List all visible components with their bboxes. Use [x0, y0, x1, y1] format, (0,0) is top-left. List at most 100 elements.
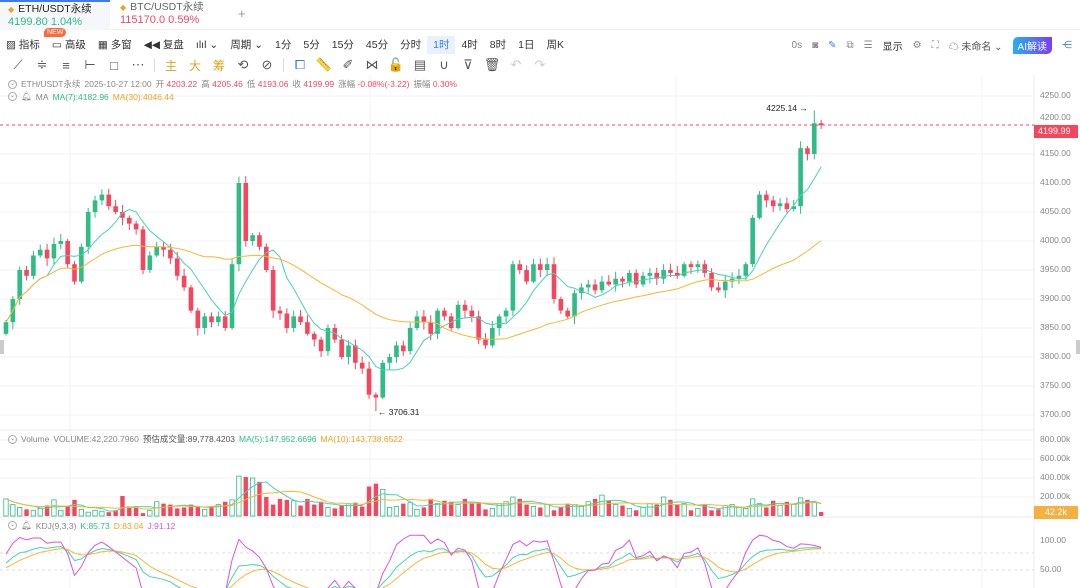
candle-up [544, 264, 550, 270]
interval-4h[interactable]: 4时 [461, 39, 478, 51]
candle-up [572, 293, 577, 317]
new-badge: NEW [44, 28, 67, 37]
fullscreen-icon[interactable]: ⛶ [931, 39, 939, 51]
interval-1w[interactable]: 周K [546, 39, 564, 51]
period-dropdown[interactable]: 周期 ⌄ [224, 36, 269, 54]
indicators-button[interactable]: ▨ 指标 [0, 36, 46, 54]
price-tick: 4000.00 [1040, 235, 1071, 245]
kdj-tick: 50.00 [1040, 564, 1062, 574]
chart-type-dropdown[interactable]: ılıl ⌄ [190, 36, 224, 54]
brush-icon[interactable]: ✐ [342, 57, 354, 72]
volume-ma10: MA(10):143,738.6522 [320, 434, 403, 444]
interval-1d[interactable]: 1日 [518, 39, 535, 51]
volume-bar [428, 498, 433, 516]
large-order-button[interactable]: 大 [188, 58, 201, 73]
settings-icon[interactable]: ⚙ [912, 39, 922, 51]
horizontal-lines-icon[interactable]: ≡ [62, 57, 70, 73]
volume-bar [620, 505, 625, 516]
share-icon[interactable]: ⋲ [1062, 39, 1072, 51]
price-tick: 3800.00 [1040, 351, 1071, 361]
sync-icon[interactable]: ⟲ [237, 57, 249, 72]
tab-eth[interactable]: ◆ ETH/USDT永续 4199.80 1.04% [0, 0, 110, 30]
window-icon[interactable]: ⧉ [846, 39, 854, 51]
list-icon[interactable]: ☰ [863, 39, 873, 51]
candle-down [401, 345, 406, 352]
volume-bar [407, 502, 413, 517]
volume-bar [133, 507, 139, 516]
interval-timeline[interactable]: 分时 [400, 39, 422, 51]
volume-ma10-line [5, 490, 822, 510]
candle-down [421, 316, 427, 323]
magnet-hook-icon[interactable]: ∪ [439, 57, 449, 72]
ma-legend: ⌄ 🔔︎ MA MA(7):4182.96 MA(30):4046.44 [8, 91, 174, 102]
volume-bar [99, 510, 105, 517]
volume-bar [421, 507, 427, 516]
redo-icon[interactable]: ↷ [534, 57, 546, 72]
parallel-lines-icon[interactable]: ≑ [36, 57, 48, 72]
amplitude-label: 振幅 [413, 79, 431, 89]
candle-up [346, 345, 351, 357]
candle-up [99, 194, 105, 201]
bell-icon[interactable]: 🔔︎ [21, 520, 32, 530]
interval-1m[interactable]: 1分 [275, 39, 292, 51]
right-scroll-handle[interactable] [1076, 340, 1080, 354]
rectangle-icon[interactable]: □ [110, 57, 118, 73]
pencil-icon[interactable]: ✎ [828, 39, 837, 51]
volume-bar [578, 506, 585, 517]
candle-up [722, 281, 728, 291]
volume-bar [592, 498, 598, 516]
pattern-icon[interactable]: ⋈ [365, 57, 379, 72]
magnet-icon[interactable]: ⊘ [261, 57, 273, 72]
volume-bar [188, 504, 194, 516]
trash-icon[interactable]: 🗑 [483, 57, 501, 72]
replay-button[interactable]: ◀◀ 复盘 [138, 36, 190, 54]
collapse-icon[interactable]: ⌄ [8, 92, 17, 101]
ai-analysis-button[interactable]: AI解读 [1012, 36, 1052, 54]
collapse-icon[interactable]: ⌄ [8, 434, 17, 444]
collapse-icon[interactable]: ⌄ [8, 521, 17, 530]
add-tab-button[interactable]: + [238, 6, 246, 21]
tab-btc[interactable]: ◆ BTC/USDT永续 115170.0 0.59% [112, 0, 212, 30]
volume-bar [771, 500, 776, 516]
candle-up [681, 264, 687, 276]
layout-dropdown[interactable]: ☁ 未命名 ⌄ [948, 41, 1003, 53]
chip-button[interactable]: 筹 [212, 58, 225, 73]
interval-15m[interactable]: 15分 [331, 39, 354, 51]
volume-bar [312, 504, 317, 516]
main-indicator-button[interactable]: 主 [164, 58, 177, 73]
candle-up [791, 206, 797, 210]
multi-window-button[interactable]: ▦ 多窗 [92, 36, 138, 54]
tab-symbol: BTC/USDT永续 [130, 1, 204, 13]
interval-1h[interactable]: 1时 [427, 36, 456, 54]
edit-list-icon[interactable]: ▤ [413, 57, 427, 72]
left-scroll-handle[interactable] [0, 340, 4, 354]
undo-icon[interactable]: ↶ [510, 57, 522, 72]
candle-down [353, 345, 358, 363]
interval-8h[interactable]: 8时 [489, 39, 507, 51]
display-button[interactable]: 显示 [882, 41, 903, 53]
low-value: 4193.06 [257, 79, 289, 89]
horizontal-ray-icon[interactable]: ⊢ [84, 57, 96, 72]
candle-up [58, 241, 64, 244]
filter-icon[interactable]: ⊽ [463, 57, 473, 72]
collapse-icon[interactable]: ⌄ [8, 79, 17, 89]
volume-tick: 600.00k [1040, 453, 1071, 463]
advanced-button[interactable]: ▭ 高级 [46, 36, 92, 54]
candle-down [428, 322, 433, 334]
line-tool-icon[interactable]: ⟋ [13, 57, 23, 72]
high-mark: 4225.14 [766, 103, 798, 114]
interval-5m[interactable]: 5分 [303, 39, 320, 51]
camera-icon[interactable]: ◙ [812, 39, 819, 51]
volume-bar [517, 498, 522, 516]
volume-bar [380, 488, 386, 517]
ruler-icon[interactable]: 📏 [315, 57, 333, 72]
interval-45m[interactable]: 45分 [365, 39, 389, 51]
more-icon[interactable]: ⋯ [131, 57, 145, 72]
volume-bar [462, 498, 468, 516]
lock-icon[interactable]: 🔓 [387, 57, 405, 72]
bookmark-icon[interactable]: ⧠ [294, 57, 306, 72]
volume-bar [811, 502, 817, 517]
bell-icon[interactable]: 🔔︎ [21, 91, 32, 101]
volume-bar [634, 510, 639, 516]
